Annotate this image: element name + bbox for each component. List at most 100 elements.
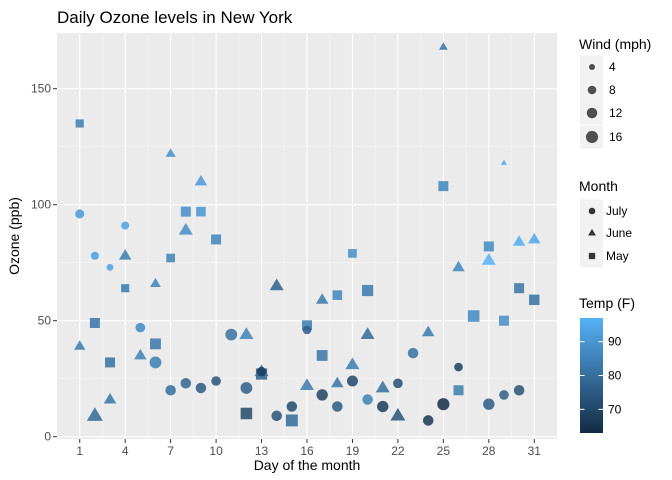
data-point-june [150,277,161,287]
data-point-july [180,378,192,389]
data-point-june [360,327,375,340]
data-point-july [240,382,253,394]
data-point-july [454,362,463,372]
data-point-may [332,290,343,300]
data-point-july [165,385,176,396]
data-point-may [166,253,175,263]
y-tick-label: 100 [31,198,51,212]
month-legend-circle-key [588,207,596,215]
data-point-may [121,284,130,293]
wind-legend-dot [585,130,599,144]
data-point-july [75,209,85,219]
temp-legend-title: Temp (F) [579,295,635,311]
temp-legend-label: 70 [608,402,622,416]
data-point-july [483,398,495,410]
wind-legend-title: Wind (mph) [579,36,651,52]
data-point-may [348,249,357,258]
x-axis-title: Day of the month [254,457,361,473]
x-tick-label: 28 [482,444,496,458]
data-point-july [499,390,509,400]
wind-legend-label: 12 [609,106,623,120]
data-point-may [211,234,222,245]
x-tick-label: 22 [391,444,405,458]
data-point-july [286,401,298,412]
data-point-june [86,407,103,421]
data-point-june [315,293,329,304]
data-point-may [514,283,525,294]
data-point-may [483,241,494,252]
data-point-june [134,348,147,360]
data-point-may [498,315,509,326]
data-point-june [528,232,541,244]
data-point-may [453,385,464,396]
wind-legend-dot [588,63,596,71]
data-point-june [421,325,435,337]
data-point-july [302,325,312,335]
data-point-july [121,221,130,230]
month-legend-triangle-key [588,228,596,236]
data-point-june [103,392,117,404]
data-point-july [407,347,419,359]
data-point-june [512,235,526,246]
data-point-june [345,357,360,370]
data-point-july [271,410,282,422]
data-point-july [256,366,267,377]
data-point-july [513,385,525,396]
x-tick-label: 10 [209,444,223,458]
data-point-june [300,378,314,391]
data-point-july [422,415,434,426]
data-point-may [89,317,100,329]
wind-legend-label: 4 [609,60,616,74]
temp-colorbar [580,318,603,433]
data-point-july [346,375,358,387]
y-axis: 0 50 100 150 [31,82,57,444]
data-point-july [149,356,162,369]
data-point-may [529,294,540,306]
y-tick-label: 150 [31,82,51,96]
x-tick-label: 31 [528,444,542,458]
x-tick-label: 16 [300,444,314,458]
data-point-june [239,327,254,340]
data-point-may [105,357,116,368]
data-point-june [269,278,284,291]
data-point-june [390,407,406,421]
data-point-june [500,159,508,165]
month-legend-label: July [606,204,627,218]
x-tick-label: 1 [76,444,83,458]
chart-title: Daily Ozone levels in New York [57,8,293,27]
data-point-may [316,350,328,361]
data-point-june [118,249,132,260]
data-point-may [180,206,191,217]
data-point-may [467,310,480,322]
data-point-june [481,253,496,265]
data-point-june [74,340,86,350]
wind-legend: Wind (mph) 4 8 12 16 [579,36,651,149]
x-tick-label: 25 [437,444,451,458]
month-legend-title: Month [579,178,618,194]
data-point-july [106,263,114,271]
x-tick-label: 19 [346,444,360,458]
temp-legend-label: 90 [608,335,622,349]
data-point-july [316,389,328,401]
data-point-may [285,414,298,427]
data-point-july [437,398,450,411]
temp-legend: Temp (F) 70 80 90 [579,295,635,433]
data-point-july [377,400,389,413]
data-point-may [75,119,84,128]
data-point-june [438,42,448,50]
data-point-july [332,401,343,412]
data-point-june [331,376,344,388]
wind-legend-dot [586,107,598,119]
data-point-may [196,206,206,217]
data-point-may [150,338,161,350]
data-point-june [375,380,390,393]
data-point-july [225,328,238,341]
data-point-june [165,148,176,157]
wind-legend-label: 16 [609,130,623,144]
data-point-july [90,251,99,260]
data-point-july [135,322,146,333]
data-point-june [194,174,208,186]
data-point-july [211,376,221,386]
data-point-july [195,382,207,394]
